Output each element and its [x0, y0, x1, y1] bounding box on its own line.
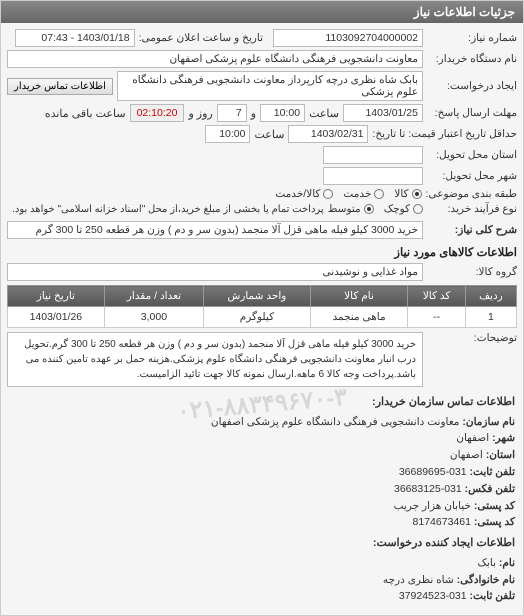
cell-unit: کیلوگرم: [204, 307, 311, 328]
deadline-time: 10:00: [260, 104, 305, 122]
radio-goods[interactable]: کالا: [394, 188, 421, 200]
cell-qty: 3,000: [104, 307, 203, 328]
name-value: بابک: [478, 557, 496, 569]
fax-value: 031-36683125: [394, 483, 462, 495]
need-no: 1103092704000002: [273, 29, 423, 47]
tel-value: 031-36689695: [399, 466, 467, 478]
lname-value: شاه نظری درچه: [383, 574, 454, 586]
contact-title: اطلاعات تماس سازمان خریدار:: [9, 394, 515, 412]
radio-small[interactable]: کوچک: [384, 203, 423, 215]
goods-table: ردیف کد کالا نام کالا واحد شمارش تعداد /…: [7, 285, 517, 328]
countdown-timer: 02:10:20: [130, 104, 185, 122]
city-label: شهر محل تحویل:: [427, 170, 517, 182]
table-header-row: ردیف کد کالا نام کالا واحد شمارش تعداد /…: [8, 286, 517, 307]
radio-service[interactable]: خدمت: [343, 188, 384, 200]
org-label: نام سازمان:: [462, 416, 515, 428]
cell-name: ماهی منجمد: [310, 307, 408, 328]
cell-code: --: [408, 307, 466, 328]
need-title-label: شرح کلی نیاز:: [427, 224, 517, 236]
deadline-date: 1403/01/25: [343, 104, 423, 122]
lname-label: نام خانوادگی:: [457, 574, 515, 586]
creator: بابک شاه نظری درچه کارپرداز معاونت دانشج…: [117, 71, 423, 101]
ccity-label: شهر:: [492, 432, 515, 444]
goods-group: مواد غذایی و نوشیدنی: [7, 263, 423, 281]
main-panel: جزئیات اطلاعات نیاز شماره نیاز: 11030927…: [0, 0, 524, 616]
creator-label: ایجاد درخواست:: [427, 80, 517, 92]
ccity-value: اصفهان: [456, 432, 489, 444]
goods-section-title: اطلاعات کالاهای مورد نیاز: [7, 245, 517, 259]
col-code: کد کالا: [408, 286, 466, 307]
org-value: معاونت دانشجویی فرهنگی دانشگاه علوم پزشک…: [211, 416, 460, 428]
need-no-label: شماره نیاز:: [427, 32, 517, 44]
postal-label: کد پستی:: [474, 516, 515, 528]
radio-dot-icon: [323, 189, 333, 199]
need-title: خرید 3000 کیلو فیله ماهی قزل آلا منجمد (…: [7, 221, 423, 239]
cell-date: 1403/01/26: [8, 307, 105, 328]
tel-label: تلفن ثابت:: [470, 466, 515, 478]
buyer-contact-button[interactable]: اطلاعات تماس خریدار: [7, 78, 113, 95]
col-row: ردیف: [465, 286, 516, 307]
addr-value: خیابان هزار جریب: [394, 500, 471, 512]
days-remaining: 7: [217, 104, 247, 122]
buyer-contact-section: اطلاعات تماس سازمان خریدار: نام سازمان: …: [7, 390, 517, 609]
radio-medium[interactable]: متوسط: [328, 203, 374, 215]
fax-label: تلفن فکس:: [465, 483, 515, 495]
category-label: طبقه بندی موضوعی:: [426, 188, 517, 200]
addr-label: کد پستی:: [474, 500, 515, 512]
description: خرید 3000 کیلو فیله ماهی قزل آلا منجمد (…: [7, 332, 423, 387]
ctel-label: تلفن ثابت:: [470, 590, 515, 602]
price-valid-label: حداقل تاریخ اعتبار قیمت: تا تاریخ:: [372, 128, 517, 140]
postal-value: 8174673461: [413, 516, 471, 528]
price-valid-date: 1403/02/31: [288, 125, 368, 143]
radio-both[interactable]: کالا/خدمت: [275, 188, 333, 200]
buy-note: پرداخت تمام یا بخشی از مبلغ خرید،از محل …: [12, 204, 324, 215]
radio-dot-icon: [364, 204, 374, 214]
col-unit: واحد شمارش: [204, 286, 311, 307]
deadline-label: مهلت ارسال پاسخ:: [427, 107, 517, 119]
requester: معاونت دانشجویی فرهنگی دانشگاه علوم پزشک…: [7, 50, 423, 68]
name-label: نام:: [499, 557, 515, 569]
time-label: ساعت: [309, 107, 339, 120]
category-radio-group: کالا خدمت کالا/خدمت: [275, 188, 421, 200]
col-name: نام کالا: [310, 286, 408, 307]
requester-label: نام دستگاه خریدار:: [427, 53, 517, 65]
goods-group-label: گروه کالا:: [427, 266, 517, 278]
col-date: تاریخ نیاز: [8, 286, 105, 307]
buy-type-radio-group: کوچک متوسط: [328, 203, 423, 215]
public-dt-label: تاریخ و ساعت اعلان عمومی:: [139, 32, 263, 44]
cprovince-value: اصفهان: [450, 449, 483, 461]
province-label: استان محل تحویل:: [427, 149, 517, 161]
city-value: [323, 167, 423, 185]
ctel-value: 031-37924523: [399, 590, 467, 602]
panel-header: جزئیات اطلاعات نیاز: [1, 1, 523, 23]
requester-contact-title: اطلاعات ایجاد کننده درخواست:: [9, 535, 515, 553]
col-qty: تعداد / مقدار: [104, 286, 203, 307]
desc-label: توضیحات:: [427, 332, 517, 344]
table-row: 1 -- ماهی منجمد کیلوگرم 3,000 1403/01/26: [8, 307, 517, 328]
price-valid-time: 10:00: [205, 125, 250, 143]
remaining-label: ساعت باقی مانده: [45, 107, 126, 120]
cell-row: 1: [465, 307, 516, 328]
radio-dot-icon: [412, 189, 422, 199]
cprovince-label: استان:: [486, 449, 515, 461]
panel-body: شماره نیاز: 1103092704000002 تاریخ و ساع…: [1, 23, 523, 615]
radio-dot-icon: [413, 204, 423, 214]
day-label: روز و: [188, 107, 212, 120]
buy-type-label: نوع فرآیند خرید:: [427, 203, 517, 215]
province-value: [323, 146, 423, 164]
and-label: و: [251, 107, 256, 120]
radio-dot-icon: [374, 189, 384, 199]
public-dt: 1403/01/18 - 07:43: [15, 29, 135, 47]
time-label-2: ساعت: [254, 128, 284, 141]
